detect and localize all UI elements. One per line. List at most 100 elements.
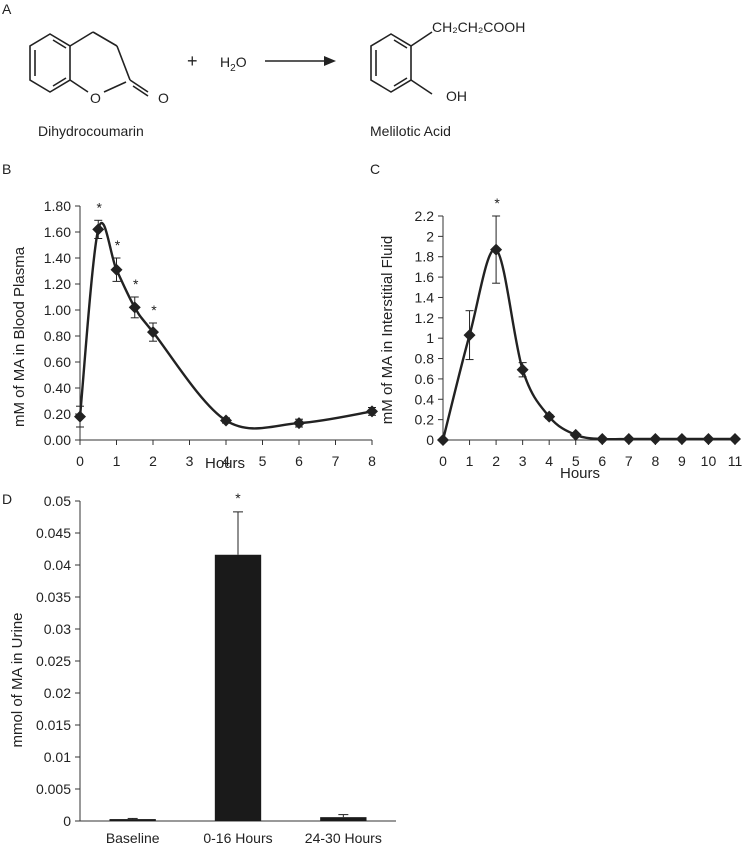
panel-b-series-line xyxy=(78,221,373,430)
panel-b-x-tick-label: 6 xyxy=(295,453,303,469)
panel-c-y-tick-label: 1.8 xyxy=(415,249,435,265)
panel-c-data-point xyxy=(649,432,662,445)
panel-b-xlabel: Hours xyxy=(205,455,245,472)
panel-c-y-tick-label: 0.8 xyxy=(415,351,435,367)
panel-c-data-point xyxy=(702,432,715,445)
panel-b-significance-mark: * xyxy=(151,302,157,318)
panel-c-data-point xyxy=(729,432,741,445)
panel-c-x-tick-label: 5 xyxy=(572,453,580,469)
reaction-arrow xyxy=(265,56,336,66)
panel-c-x-tick-label: 2 xyxy=(492,453,500,469)
panel-d-y-tick-label: 0.05 xyxy=(44,493,71,509)
panel-d-ylabel: mmol of MA in Urine xyxy=(9,612,26,747)
reactant-name: Dihydrocoumarin xyxy=(38,123,144,139)
panel-c-x-tick-label: 8 xyxy=(651,453,659,469)
panel-b-data-point xyxy=(147,326,159,339)
panel-b-y-tick-label: 0.60 xyxy=(44,354,71,370)
carbonyl-oxygen-label: O xyxy=(158,90,169,106)
side-chain-label: CH₂CH₂COOH xyxy=(432,19,525,35)
panel-c-x-tick-label: 11 xyxy=(728,453,742,469)
panel-b-y-tick-label: 1.20 xyxy=(44,276,71,292)
panel-b-data-point xyxy=(366,405,378,418)
panel-b-x-tick-label: 0 xyxy=(76,453,84,469)
panel-b-ylabel: mM of MA in Blood Plasma xyxy=(11,246,28,427)
panel-c-y-tick-label: 0.2 xyxy=(415,412,435,428)
panel-b-significance-mark: * xyxy=(97,199,103,215)
panel-b-y-tick-label: 0.20 xyxy=(44,406,71,422)
panel-b-plot: 0.00 0.20 0.40 0.60 0.80 1.00 1.20 1.40 1.60 1.80… xyxy=(44,198,378,469)
panel-c-data-point xyxy=(490,243,503,256)
panel-c-y-tick-label: 0.6 xyxy=(415,371,435,387)
panel-d-y-tick-label: 0.015 xyxy=(36,717,71,733)
panel-d-y-tick-label: 0.03 xyxy=(44,621,71,637)
panel-b-x-tick-label: 8 xyxy=(368,453,376,469)
product-name: Melilotic Acid xyxy=(370,123,451,139)
panel-b-y-tick-label: 0.80 xyxy=(44,328,71,344)
panel-c-ylabel: mM of MA in Interstitial Fluid xyxy=(379,236,396,424)
panel-d-y-tick-label: 0.035 xyxy=(36,589,71,605)
panel-c-chart: C mM of MA in Interstitial Fluid Hours 0… xyxy=(370,161,742,480)
panel-c-x-tick-label: 7 xyxy=(625,453,633,469)
melilotic-acid-structure: CH₂CH₂COOH OH xyxy=(370,19,525,104)
panel-b-y-tick-label: 1.40 xyxy=(44,250,71,266)
panel-c-letter: C xyxy=(370,161,380,177)
panel-b-data-point xyxy=(110,263,123,276)
panel-b-x-tick-label: 7 xyxy=(332,453,340,469)
panel-d-y-tick-label: 0.045 xyxy=(36,525,71,541)
panel-a-letter: A xyxy=(2,1,12,17)
panel-d-category-label: Baseline xyxy=(106,830,160,843)
panel-c-data-point xyxy=(516,363,529,376)
water-subscript: 2 xyxy=(230,63,236,74)
panel-d-category-label: 0-16 Hours xyxy=(203,830,272,843)
panel-c-x-tick-label: 1 xyxy=(466,453,474,469)
panel-d-bar xyxy=(320,817,367,821)
panel-c-y-tick-label: 1 xyxy=(426,330,434,346)
panel-b-x-tick-label: 1 xyxy=(113,453,121,469)
panel-c-x-tick-label: 3 xyxy=(519,453,527,469)
panel-c-x-tick-label: 0 xyxy=(439,453,447,469)
panel-d-chart: D mmol of MA in Urine 0 0.005 0.01 0.015 0.0… xyxy=(2,490,396,843)
panel-c-data-point xyxy=(437,434,449,446)
panel-d-significance-mark: * xyxy=(235,490,241,506)
panel-b-significance-mark: * xyxy=(115,237,121,253)
panel-c-data-point xyxy=(543,410,556,423)
panel-c-y-tick-label: 1.6 xyxy=(415,269,435,285)
panel-d-y-tick-label: 0.01 xyxy=(44,749,71,765)
panel-c-y-tick-label: 2.2 xyxy=(415,208,435,224)
panel-c-data-point xyxy=(675,432,688,445)
water-o: O xyxy=(236,54,247,70)
panel-b-x-tick-label: 4 xyxy=(222,453,230,469)
panel-c-y-tick-label: 0.4 xyxy=(415,391,435,407)
panel-b-y-tick-label: 1.80 xyxy=(44,198,71,214)
panel-c-x-tick-label: 6 xyxy=(598,453,606,469)
panel-b-data-point xyxy=(92,223,105,236)
panel-c-y-tick-label: 1.2 xyxy=(415,310,435,326)
panel-b-x-tick-label: 2 xyxy=(149,453,157,469)
panel-c-y-tick-label: 1.4 xyxy=(415,289,435,305)
panel-c-x-tick-label: 10 xyxy=(701,453,717,469)
panel-c-series-line xyxy=(441,248,735,441)
panel-d-bar xyxy=(214,554,262,821)
water-formula: H2O xyxy=(220,54,247,74)
panel-c-data-point xyxy=(569,428,582,441)
panel-b-x-tick-label: 3 xyxy=(186,453,194,469)
panel-c-y-tick-label: 2 xyxy=(426,228,434,244)
panel-c-data-point xyxy=(622,432,635,445)
plus-sign: + xyxy=(187,51,198,71)
panel-b-y-tick-label: 0.00 xyxy=(44,432,71,448)
panel-c-data-point xyxy=(463,329,476,342)
panel-c-x-tick-label: 4 xyxy=(545,453,553,469)
panel-c-data-point xyxy=(596,432,609,445)
panel-b-y-tick-label: 0.40 xyxy=(44,380,71,396)
panel-c-x-tick-label: 9 xyxy=(678,453,686,469)
ring-oxygen-label: O xyxy=(90,90,101,106)
water-h: H xyxy=(220,54,230,70)
panel-b-data-point xyxy=(74,410,86,423)
panel-b-data-point xyxy=(293,417,305,430)
panel-c-significance-mark: * xyxy=(494,195,500,211)
panel-b-significance-mark: * xyxy=(133,276,139,292)
panel-c-y-tick-label: 0 xyxy=(426,432,434,448)
panel-d-y-tick-label: 0 xyxy=(63,813,71,829)
panel-d-y-tick-label: 0.025 xyxy=(36,653,71,669)
panel-d-letter: D xyxy=(2,491,12,507)
